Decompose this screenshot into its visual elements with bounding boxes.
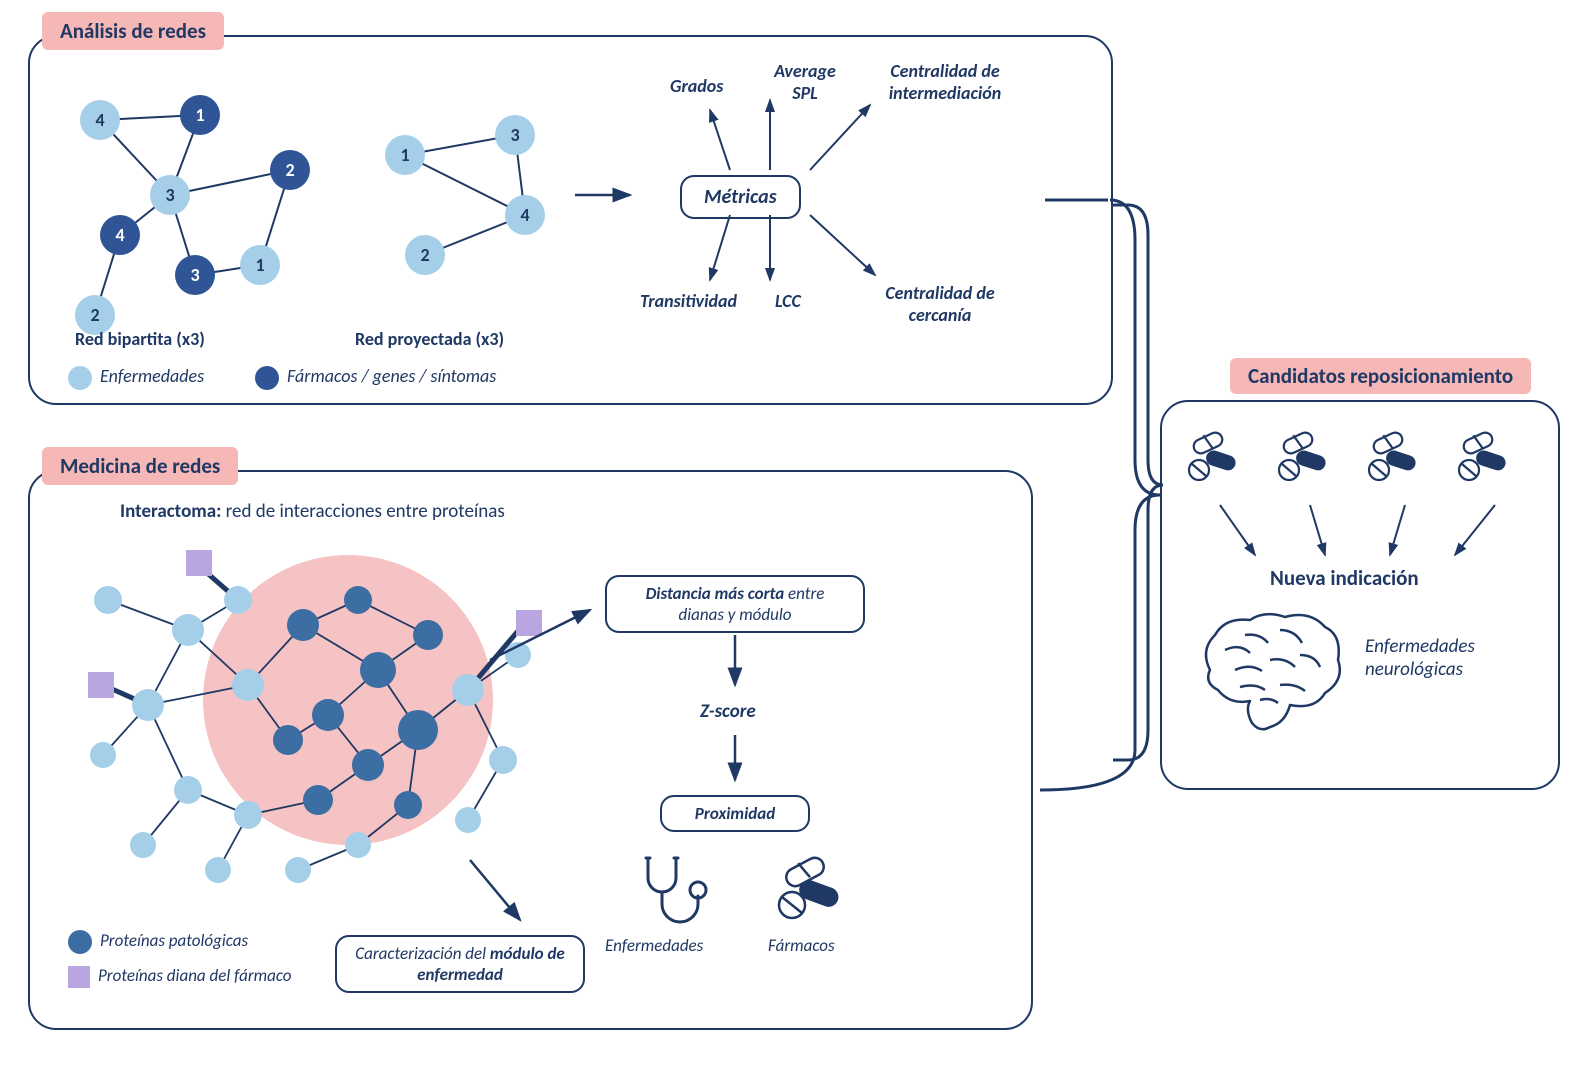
stethoscope-icon	[630, 850, 710, 930]
zscore-label: Z-score	[700, 700, 756, 723]
label-candidatos: Candidatos reposicionamiento	[1230, 358, 1531, 394]
svg-text:2: 2	[90, 304, 99, 326]
svg-text:4: 4	[95, 109, 104, 131]
legend-diana: Proteínas diana del fármaco	[68, 965, 298, 988]
svg-text:3: 3	[510, 124, 519, 146]
svg-text:1: 1	[195, 104, 204, 126]
label-analisis: Análisis de redes	[42, 12, 224, 50]
label-medicina: Medicina de redes	[42, 447, 238, 485]
bipartite-label: Red bipartita (x3)	[75, 328, 205, 350]
svg-text:1: 1	[255, 254, 264, 276]
modulo-box: Caracterización del módulo de enfermedad	[335, 935, 585, 993]
svg-text:1: 1	[400, 144, 409, 166]
legend-farmacos: Fármacos / genes / síntomas	[255, 365, 496, 390]
enfermedades-icon-label: Enfermedades	[605, 935, 703, 956]
bipartite-network: 4 1 2 3 4 3 1 2	[60, 80, 340, 340]
metric-centcerc: Centralidad de cercanía	[860, 282, 1020, 326]
svg-text:3: 3	[190, 264, 199, 286]
svg-text:2: 2	[420, 244, 429, 266]
projected-label: Red proyectada (x3)	[355, 328, 504, 350]
enf-neuro-label: Enfermedades neurológicas	[1365, 635, 1535, 681]
interactoma-text: Interactoma: red de interacciones entre …	[120, 500, 505, 523]
farmacos-icon-label: Fármacos	[768, 935, 835, 956]
metric-centinter: Centralidad de intermediación	[860, 60, 1030, 104]
svg-text:4: 4	[115, 224, 124, 246]
distancia-box: Distancia más corta entre dianas y módul…	[605, 575, 865, 633]
legend-enfermedades: Enfermedades	[68, 365, 204, 390]
svg-text:3: 3	[165, 184, 174, 206]
pills-icon	[770, 855, 850, 930]
proximidad-box: Proximidad	[660, 795, 810, 832]
legend-patologicas: Proteínas patológicas	[68, 930, 248, 954]
pill-group-icons	[1185, 430, 1545, 510]
brain-icon	[1190, 605, 1350, 740]
svg-text:4: 4	[520, 204, 529, 226]
metric-trans: Transitividad	[640, 290, 737, 312]
nueva-indicacion: Nueva indicación	[1270, 565, 1419, 591]
metric-avgspl: Average SPL	[760, 60, 850, 104]
svg-text:2: 2	[285, 159, 294, 181]
metric-lcc: LCC	[775, 290, 801, 312]
metric-grados: Grados	[670, 75, 723, 97]
projected-network: 1 3 4 2	[365, 95, 585, 295]
